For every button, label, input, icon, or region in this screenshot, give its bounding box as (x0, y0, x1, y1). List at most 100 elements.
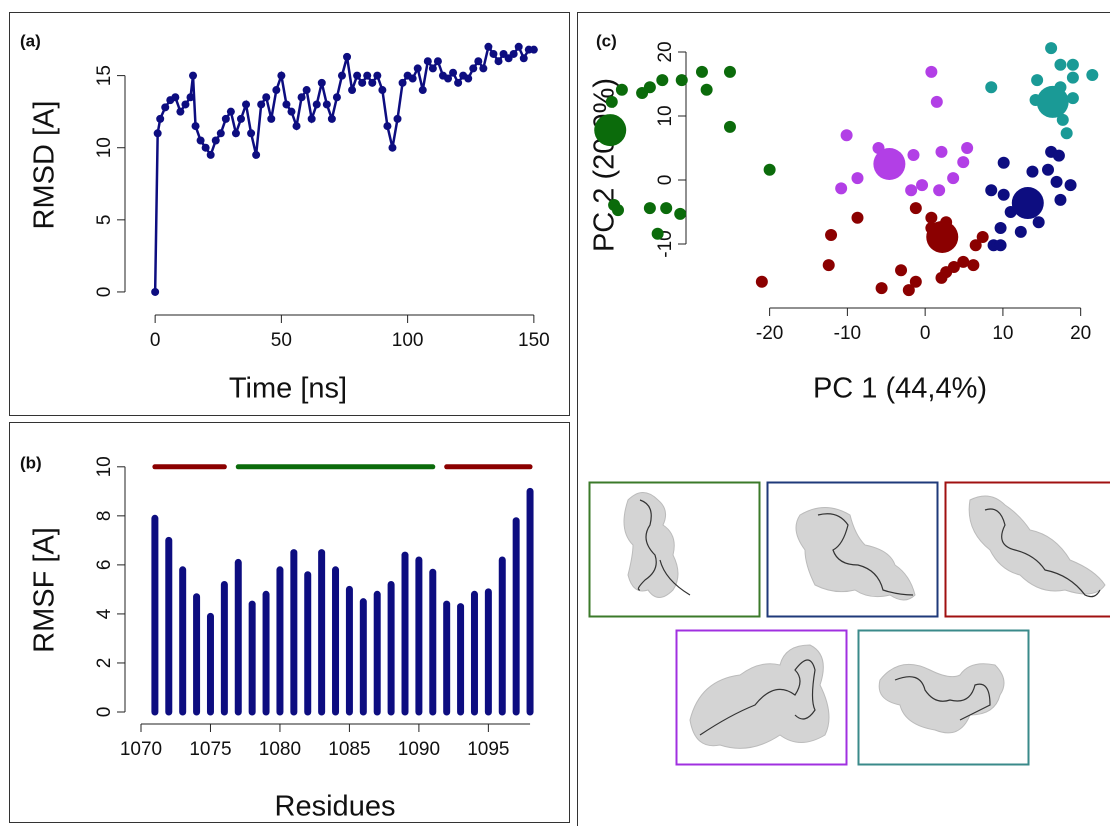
pc-point (957, 156, 969, 168)
pc-point (925, 66, 937, 78)
x-tick-label: 1085 (328, 739, 370, 760)
pc-point (1042, 164, 1054, 176)
rmsd-point (333, 93, 341, 101)
pc-point (947, 172, 959, 184)
pc-point (701, 84, 713, 96)
pc-point (756, 276, 768, 288)
x-tick-label: 10 (992, 323, 1013, 344)
pc-point (612, 204, 624, 216)
x-tick-label: 0 (920, 323, 931, 344)
pc-point (1026, 166, 1038, 178)
pc-point (644, 81, 656, 93)
pc-point (1045, 42, 1057, 54)
rmsd-point (262, 93, 270, 101)
rmsd-point (282, 100, 290, 108)
rmsd-point (394, 115, 402, 123)
surface (624, 493, 678, 598)
rmsd-point (207, 151, 215, 159)
x-tick-label: 0 (150, 330, 161, 351)
pc-point (851, 172, 863, 184)
x-tick-label: 1080 (259, 739, 301, 760)
rmsd-point (222, 115, 230, 123)
structure-images (590, 483, 1110, 765)
pc-point (910, 202, 922, 214)
pc-point (616, 84, 628, 96)
rmsd-point (232, 129, 240, 137)
rmsd-point (353, 72, 361, 80)
pc-point (1031, 74, 1043, 86)
pc-point (995, 222, 1007, 234)
rmsd-point (515, 43, 523, 51)
y-tick-label: 2 (94, 658, 115, 669)
y-tick-label: 4 (94, 608, 115, 619)
pc-point (998, 189, 1010, 201)
pc-point (967, 259, 979, 271)
pc-point (660, 202, 672, 214)
pc-point (825, 229, 837, 241)
y-tick-label: 20 (655, 41, 676, 62)
pc-point (835, 182, 847, 194)
pc-point (644, 202, 656, 214)
pc-point (935, 272, 947, 284)
panel-label: (a) (20, 31, 41, 50)
rmsd-point (338, 72, 346, 80)
rmsd-point (328, 115, 336, 123)
rmsd-point (247, 129, 255, 137)
pc-point (903, 284, 915, 296)
pc-point (1053, 150, 1065, 162)
pc-point (998, 157, 1010, 169)
rmsd-point (318, 79, 326, 87)
x-tick-label: 20 (1070, 323, 1091, 344)
y-tick-label: 6 (94, 560, 115, 571)
x-tick-label: 1075 (189, 739, 231, 760)
rmsd-point (267, 115, 275, 123)
pc-point (995, 239, 1007, 251)
rmsd-point (323, 100, 331, 108)
x-axis-title: PC 1 (44,4%) (813, 373, 987, 405)
pc-point (851, 212, 863, 224)
panel-label: (b) (20, 453, 42, 472)
rmsd-point (293, 122, 301, 130)
structure-blue (768, 483, 938, 617)
rmsd-point (192, 122, 200, 130)
pc-point (1054, 59, 1066, 71)
x-tick-label: 100 (392, 330, 424, 351)
rmsd-point (424, 57, 432, 65)
pc-point (724, 121, 736, 133)
pc-point (1015, 226, 1027, 238)
pc-point (905, 184, 917, 196)
rmsd-point (227, 108, 235, 116)
pc-point (985, 184, 997, 196)
pc-point (1033, 216, 1045, 228)
rmsd-point (186, 93, 194, 101)
rmsd-point (252, 151, 260, 159)
pc-point (1051, 176, 1063, 188)
rmsd-point (495, 57, 503, 65)
rmsd-point (298, 93, 306, 101)
cluster-centroid (1012, 187, 1044, 219)
rmsd-point (474, 57, 482, 65)
rmsd-point (363, 72, 371, 80)
x-tick-label: 150 (518, 330, 550, 351)
cluster-centroid (1037, 86, 1069, 118)
y-tick-label: 0 (655, 175, 676, 186)
rmsd-point (434, 57, 442, 65)
y-tick-label: 15 (94, 65, 115, 86)
rmsd-point (449, 69, 457, 77)
pc-point (1065, 179, 1077, 191)
pc-point (696, 66, 708, 78)
rmsd-point (171, 93, 179, 101)
pc-point (916, 179, 928, 191)
pc-point (977, 231, 989, 243)
pc-point (961, 142, 973, 154)
rmsd-point (277, 72, 285, 80)
rmsd-point (489, 50, 497, 58)
cluster-centroid (873, 148, 905, 180)
pc-point (935, 146, 947, 158)
structure-green (590, 483, 760, 617)
structure-violet (677, 631, 847, 765)
pc-point (724, 66, 736, 78)
pc-point (676, 74, 688, 86)
x-tick-label: -20 (756, 323, 783, 344)
rmsd-point (156, 115, 164, 123)
